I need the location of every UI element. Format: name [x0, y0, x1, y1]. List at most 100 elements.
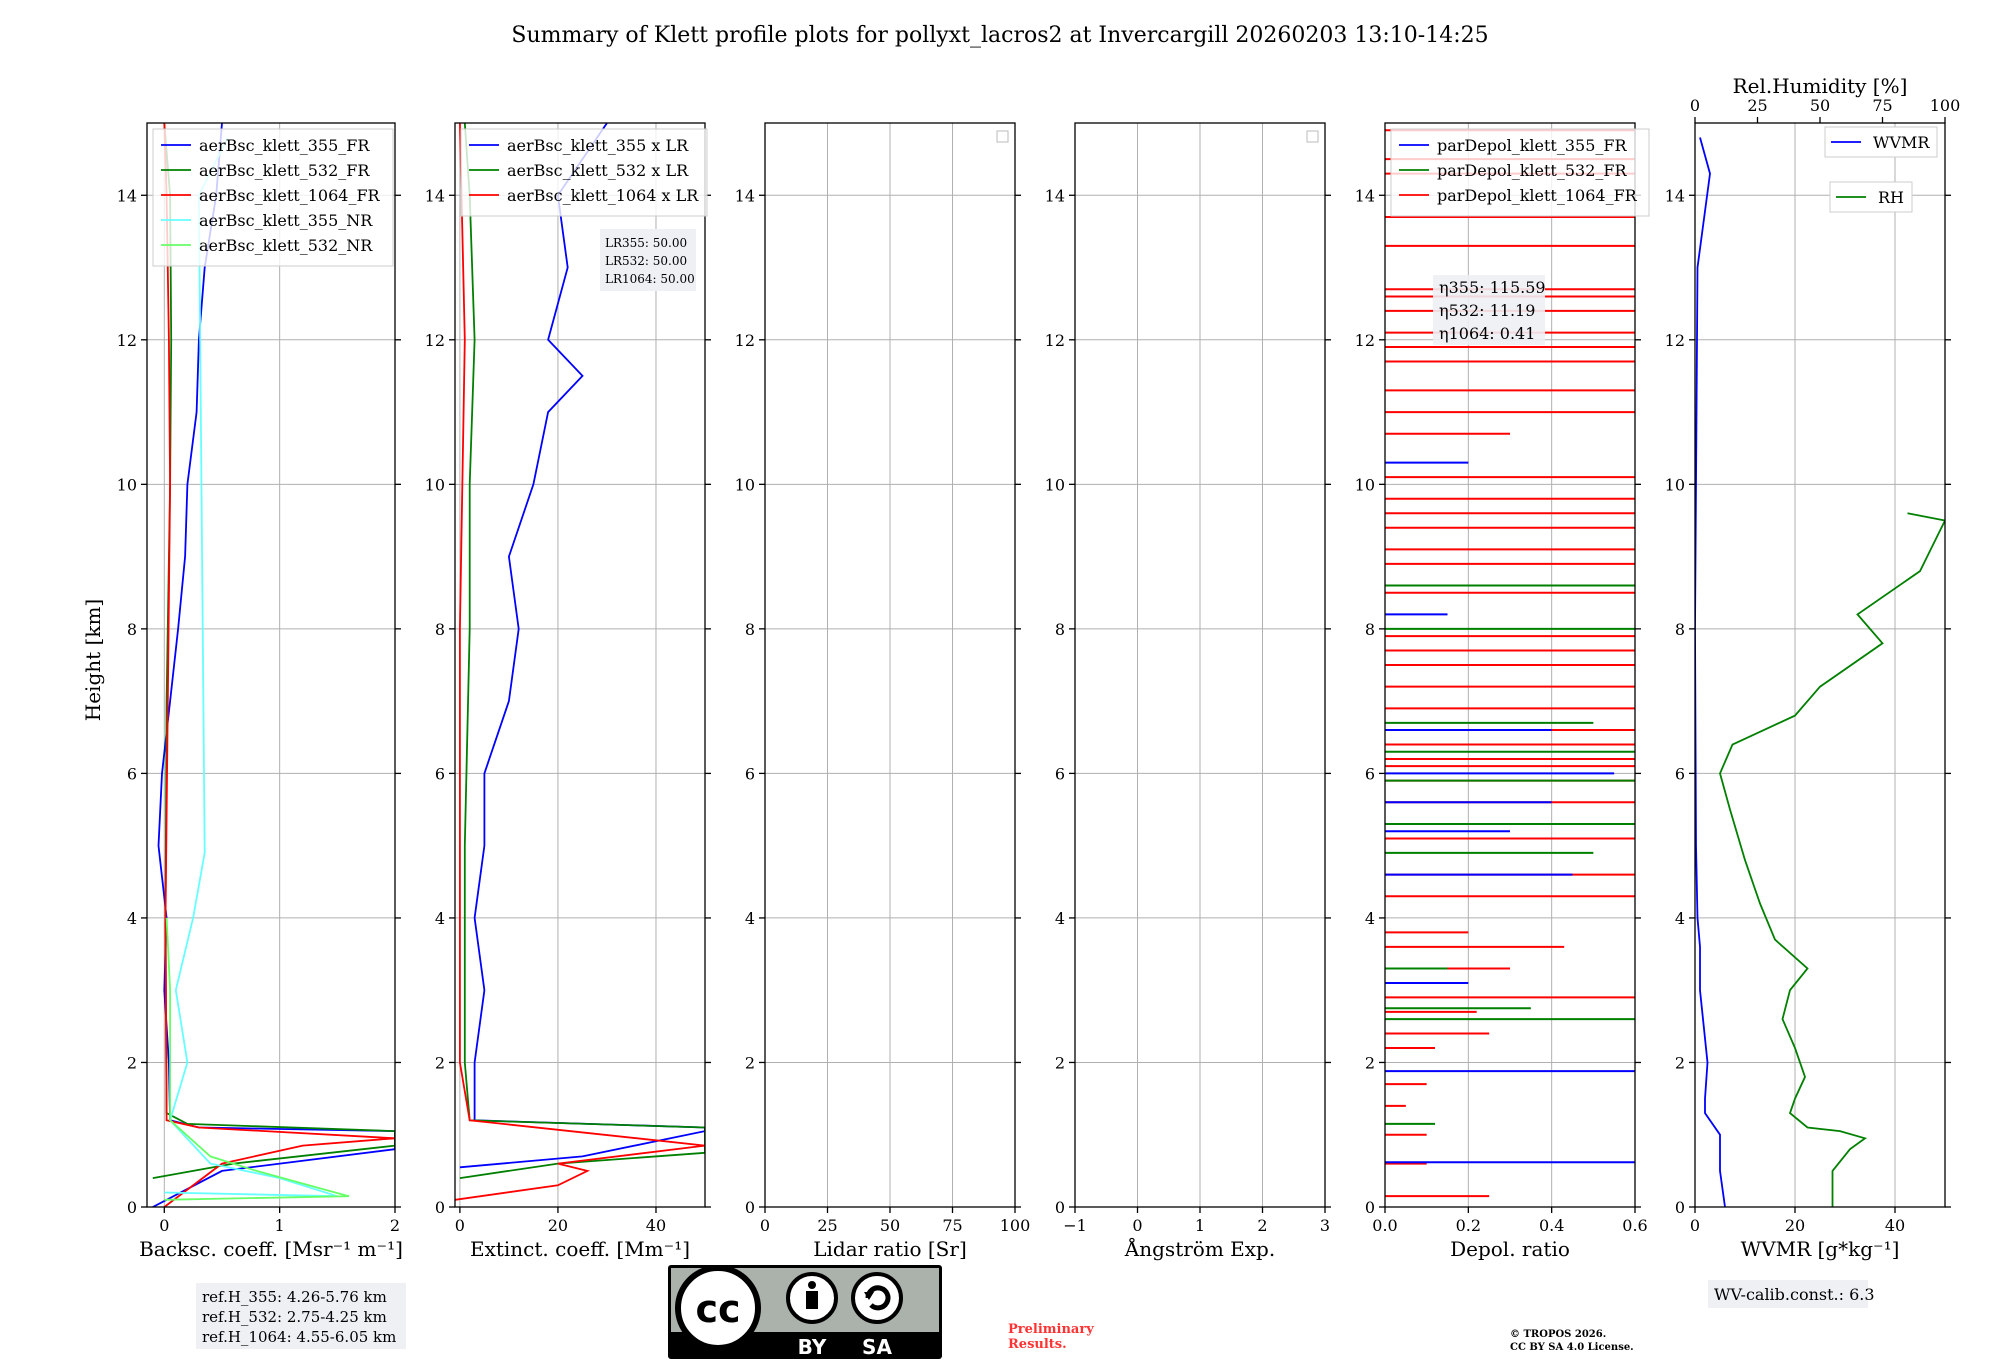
y-tick-label: 4 [1675, 909, 1685, 928]
y-tick-label: 10 [1355, 475, 1375, 494]
eta-box [1433, 275, 1545, 345]
x-tick-label: 3 [1320, 1216, 1330, 1235]
y-tick-label: 10 [1665, 475, 1685, 494]
y-tick-label: 6 [1055, 764, 1065, 783]
legend-label: aerBsc_klett_1064_FR [199, 186, 381, 205]
y-tick-label: 2 [745, 1053, 755, 1072]
lidar-ratio-value: LR532: 50.00 [605, 254, 687, 268]
top-tick-label: 75 [1872, 96, 1892, 115]
y-tick-label: 4 [1055, 909, 1065, 928]
axes-frame [454, 122, 706, 1208]
legend-label: aerBsc_klett_532 x LR [507, 161, 689, 180]
y-tick-label: 4 [435, 909, 445, 928]
x-tick-label: 50 [880, 1216, 900, 1235]
plot-area [1695, 137, 1945, 1207]
wv-calib-box: WV-calib.const.: 6.3 [1708, 1280, 1875, 1308]
x-tick-label: 25 [817, 1216, 837, 1235]
y-tick-label: 10 [425, 475, 445, 494]
legend-label: RH [1878, 188, 1904, 207]
y-tick-label: 6 [435, 764, 445, 783]
y-tick-label: 0 [1365, 1198, 1375, 1217]
y-tick-label: 10 [735, 475, 755, 494]
y-tick-label: 0 [1055, 1198, 1065, 1217]
y-tick-label: 8 [127, 620, 137, 639]
y-tick-label: 14 [1045, 186, 1065, 205]
x-tick-label: 2 [1257, 1216, 1267, 1235]
y-tick-label: 4 [1365, 909, 1375, 928]
sa-icon [851, 1272, 903, 1324]
x-tick-label: 0 [455, 1216, 465, 1235]
x-tick-label: 0 [760, 1216, 770, 1235]
x-tick-label: 40 [1885, 1216, 1905, 1235]
legend-label: aerBsc_klett_355_NR [199, 211, 373, 230]
legend-box [1390, 128, 1650, 217]
eta-value: η532: 11.19 [1439, 301, 1535, 320]
y-axis-label: Height [km] [81, 599, 105, 721]
y-tick-label: 6 [745, 764, 755, 783]
y-tick-label: 6 [1365, 764, 1375, 783]
panel-depol: 0.0 0.2 0.4 0.6 0 2 4 6 8 10 12 14 Depol. ratio parDe… [1355, 122, 1650, 1261]
sa-label: SA [862, 1335, 892, 1359]
plot-area [455, 123, 705, 1201]
cc-license-badge: cc BY SA [668, 1265, 942, 1359]
ref-h-355: ref.H_355: 4.26-5.76 km [202, 1288, 387, 1306]
top-axis-label: Rel.Humidity [%] [1733, 74, 1908, 98]
y-tick-label: 8 [435, 620, 445, 639]
wv-calib-text: WV-calib.const.: 6.3 [1714, 1285, 1875, 1304]
y-tick-label: 2 [1365, 1053, 1375, 1072]
ref-h-532: ref.H_532: 2.75-4.25 km [202, 1308, 387, 1326]
legend-label: aerBsc_klett_1064 x LR [507, 186, 699, 205]
top-tick-label: 100 [1930, 96, 1961, 115]
legend-box [152, 128, 394, 267]
preliminary-line1: Preliminary [1008, 1322, 1094, 1337]
y-tick-label: 0 [1675, 1198, 1685, 1217]
y-tick-label: 14 [735, 186, 755, 205]
panel-wvmr: 0 20 40 0 2 4 6 8 10 12 14 WVMR [g*kg⁻¹] 0 25 50 75 100 R… [1665, 74, 1961, 1261]
y-tick-label: 0 [127, 1198, 137, 1217]
y-tick-label: 6 [1675, 764, 1685, 783]
x-tick-label: 100 [1000, 1216, 1031, 1235]
legend-label: parDepol_klett_532_FR [1437, 161, 1628, 180]
legend-label: aerBsc_klett_355_FR [199, 136, 370, 155]
legend-box [460, 128, 708, 217]
x-tick-label: 1 [1195, 1216, 1205, 1235]
series-aerBsc_klett_532_NR [164, 917, 350, 1201]
x-tick-label: 0 [159, 1216, 169, 1235]
legend-label: parDepol_klett_355_FR [1437, 136, 1628, 155]
empty-legend [996, 130, 1009, 143]
y-tick-label: 14 [1665, 186, 1685, 205]
series-aerBsc_klett_532_FR [152, 123, 395, 1179]
y-tick-label: 10 [1045, 475, 1065, 494]
series-WVMR [1695, 137, 1726, 1207]
panel-lidar-ratio: 0 25 50 75 100 0 2 4 6 8 10 12 14 Lidar ratio [Sr] [735, 122, 1031, 1261]
y-tick-label: 12 [1355, 331, 1375, 350]
y-tick-label: 8 [1675, 620, 1685, 639]
y-tick-label: 14 [117, 186, 137, 205]
y-tick-label: 0 [745, 1198, 755, 1217]
cc-icon [675, 1265, 761, 1351]
y-tick-label: 2 [1055, 1053, 1065, 1072]
axes-frame [1694, 122, 1946, 1208]
x-tick-label: 2 [390, 1216, 400, 1235]
by-label: BY [798, 1335, 827, 1359]
legend-label: aerBsc_klett_355 x LR [507, 136, 689, 155]
top-tick-label: 25 [1747, 96, 1767, 115]
y-tick-label: 12 [117, 331, 137, 350]
plot-area [152, 123, 395, 1207]
y-tick-label: 14 [1355, 186, 1375, 205]
x-axis-label: WVMR [g*kg⁻¹] [1741, 1237, 1900, 1261]
x-tick-label: 40 [646, 1216, 666, 1235]
copyright-line1: © TROPOS 2026. [1510, 1329, 1606, 1340]
x-axis-label: Lidar ratio [Sr] [813, 1237, 967, 1261]
x-tick-label: 0.2 [1456, 1216, 1481, 1235]
y-tick-label: 8 [1055, 620, 1065, 639]
lidar-ratio-value: LR1064: 50.00 [605, 272, 695, 286]
y-tick-label: 4 [127, 909, 137, 928]
y-tick-label: 4 [745, 909, 755, 928]
x-tick-label: 0.4 [1539, 1216, 1564, 1235]
x-tick-label: 0.6 [1622, 1216, 1647, 1235]
x-axis-label: Backsc. coeff. [Msr⁻¹ m⁻¹] [139, 1237, 403, 1261]
